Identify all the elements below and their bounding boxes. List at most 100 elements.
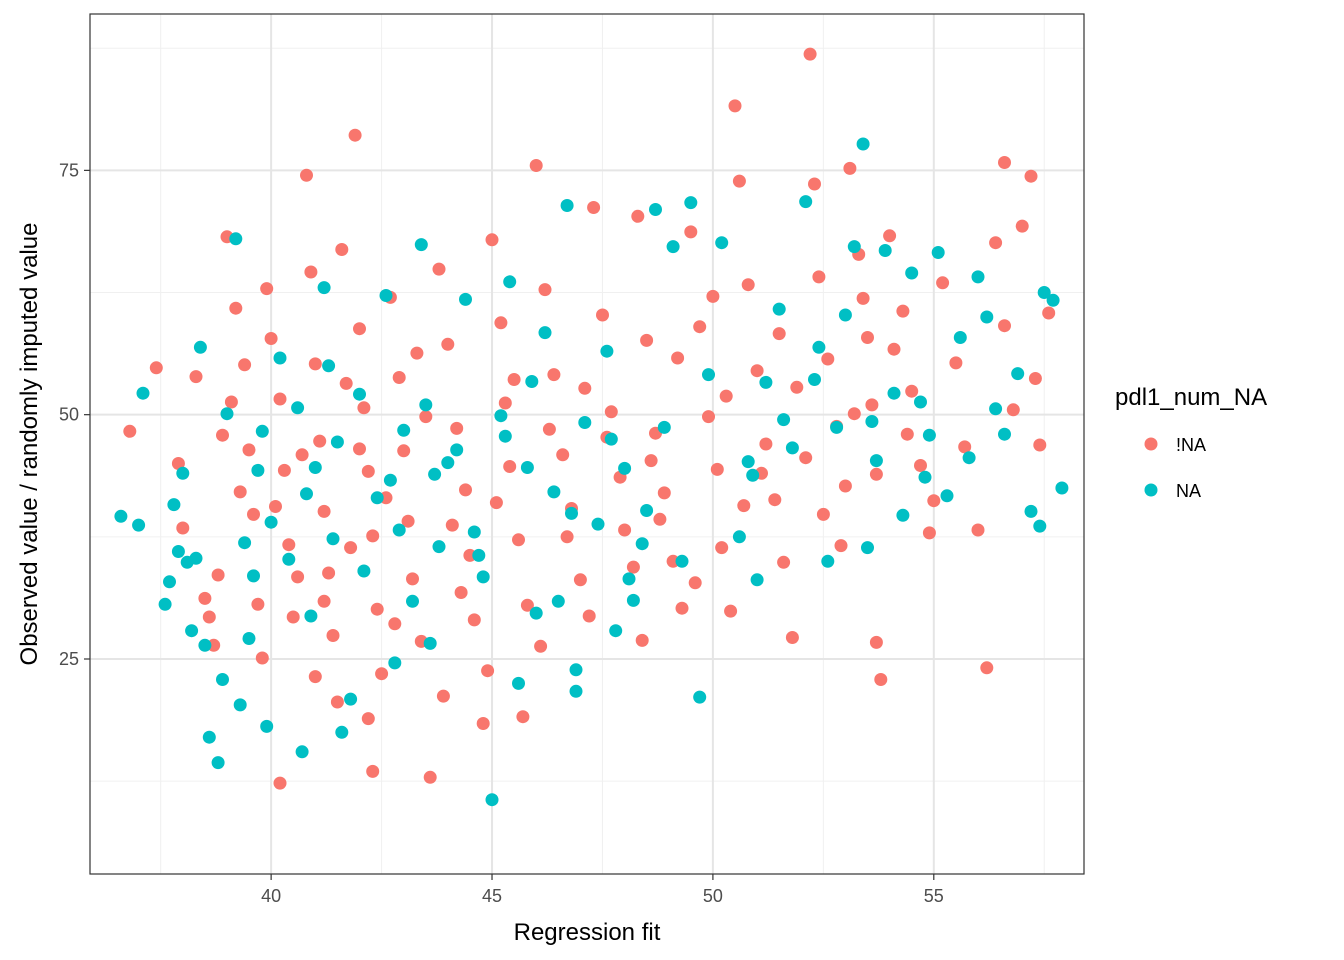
data-point-not-na bbox=[419, 410, 433, 424]
data-point-na bbox=[406, 594, 419, 608]
data-point-not-na bbox=[578, 381, 592, 395]
data-point-not-na bbox=[481, 664, 495, 678]
data-point-not-na bbox=[454, 586, 468, 599]
data-point-na bbox=[512, 676, 525, 690]
data-point-na bbox=[529, 606, 543, 620]
data-point-na bbox=[216, 673, 229, 686]
data-point-not-na bbox=[644, 454, 658, 468]
data-point-not-na bbox=[406, 572, 419, 586]
data-point-na bbox=[441, 456, 455, 470]
data-point-not-na bbox=[233, 485, 247, 499]
data-point-not-na bbox=[264, 332, 278, 345]
data-point-not-na bbox=[1033, 438, 1047, 452]
data-point-na bbox=[353, 387, 366, 401]
data-point-na bbox=[397, 423, 411, 437]
data-point-not-na bbox=[295, 448, 309, 462]
data-point-na bbox=[675, 554, 689, 568]
data-point-not-na bbox=[768, 493, 782, 507]
data-point-not-na bbox=[688, 576, 702, 590]
data-point-na bbox=[1011, 367, 1025, 381]
data-point-na bbox=[684, 196, 698, 210]
data-point-not-na bbox=[330, 695, 344, 709]
data-point-not-na bbox=[799, 451, 813, 465]
data-point-not-na bbox=[936, 276, 950, 290]
data-point-not-na bbox=[282, 538, 296, 552]
data-point-na bbox=[750, 573, 764, 587]
data-point-not-na bbox=[998, 156, 1011, 169]
data-point-na bbox=[569, 663, 583, 677]
data-point-not-na bbox=[432, 262, 446, 276]
data-point-na bbox=[388, 656, 402, 670]
data-point-not-na bbox=[520, 598, 534, 612]
data-point-not-na bbox=[476, 717, 490, 730]
data-point-not-na bbox=[353, 322, 366, 336]
data-point-not-na bbox=[388, 617, 402, 631]
data-point-not-na bbox=[759, 437, 773, 451]
data-point-na bbox=[304, 609, 318, 623]
data-point-not-na bbox=[304, 265, 318, 279]
data-point-not-na bbox=[450, 421, 464, 435]
data-point-na bbox=[715, 236, 729, 250]
data-point-not-na bbox=[247, 507, 260, 521]
data-point-not-na bbox=[728, 99, 742, 113]
data-point-not-na bbox=[529, 159, 543, 172]
data-point-na bbox=[260, 719, 274, 733]
data-point-not-na bbox=[1024, 169, 1038, 183]
data-point-na bbox=[472, 548, 486, 562]
data-point-na bbox=[255, 424, 269, 438]
data-point-not-na bbox=[869, 467, 883, 481]
data-point-not-na bbox=[313, 434, 327, 448]
data-point-na bbox=[308, 461, 322, 474]
x-tick-label: 45 bbox=[482, 886, 502, 906]
data-point-not-na bbox=[171, 457, 185, 470]
data-point-not-na bbox=[905, 384, 919, 398]
data-point-not-na bbox=[715, 541, 729, 555]
data-point-na bbox=[856, 137, 870, 151]
data-point-na bbox=[132, 518, 146, 532]
data-point-na bbox=[238, 536, 252, 550]
legend-key-na-excluded bbox=[1144, 437, 1158, 451]
data-point-na bbox=[202, 730, 216, 744]
data-point-na bbox=[193, 340, 207, 354]
data-point-na bbox=[702, 368, 715, 382]
data-point-not-na bbox=[834, 539, 848, 553]
data-point-na bbox=[247, 569, 260, 583]
data-point-na bbox=[649, 203, 662, 216]
data-point-not-na bbox=[459, 483, 472, 497]
data-point-not-na bbox=[512, 533, 525, 547]
data-point-not-na bbox=[573, 573, 587, 587]
data-point-na bbox=[657, 420, 671, 434]
data-point-na bbox=[604, 432, 618, 446]
data-point-na bbox=[565, 506, 578, 520]
data-point-na bbox=[551, 594, 565, 608]
x-tick-label: 55 bbox=[924, 886, 944, 906]
data-point-na bbox=[379, 289, 393, 302]
data-point-not-na bbox=[856, 291, 870, 305]
data-point-not-na bbox=[657, 486, 671, 500]
data-point-not-na bbox=[1028, 372, 1042, 385]
data-point-not-na bbox=[666, 554, 680, 568]
data-point-not-na bbox=[587, 201, 601, 214]
data-point-not-na bbox=[366, 529, 380, 543]
data-point-na bbox=[330, 435, 344, 449]
data-point-not-na bbox=[861, 331, 874, 344]
data-point-not-na bbox=[149, 361, 163, 375]
data-point-na bbox=[163, 575, 176, 589]
data-point-not-na bbox=[547, 368, 561, 382]
data-point-na bbox=[869, 454, 883, 468]
data-point-not-na bbox=[737, 499, 751, 513]
data-point-not-na bbox=[322, 566, 336, 580]
data-point-na bbox=[569, 684, 583, 698]
data-point-not-na bbox=[286, 610, 300, 624]
data-point-not-na bbox=[189, 370, 203, 384]
data-point-na bbox=[785, 441, 799, 455]
data-point-not-na bbox=[255, 651, 269, 665]
data-point-not-na bbox=[604, 405, 618, 419]
data-point-not-na bbox=[635, 633, 649, 647]
data-point-na bbox=[953, 331, 967, 344]
data-point-na bbox=[799, 195, 813, 209]
data-point-na bbox=[136, 386, 150, 400]
data-point-na bbox=[498, 429, 512, 443]
data-point-not-na bbox=[821, 352, 835, 366]
data-point-na bbox=[485, 793, 499, 807]
